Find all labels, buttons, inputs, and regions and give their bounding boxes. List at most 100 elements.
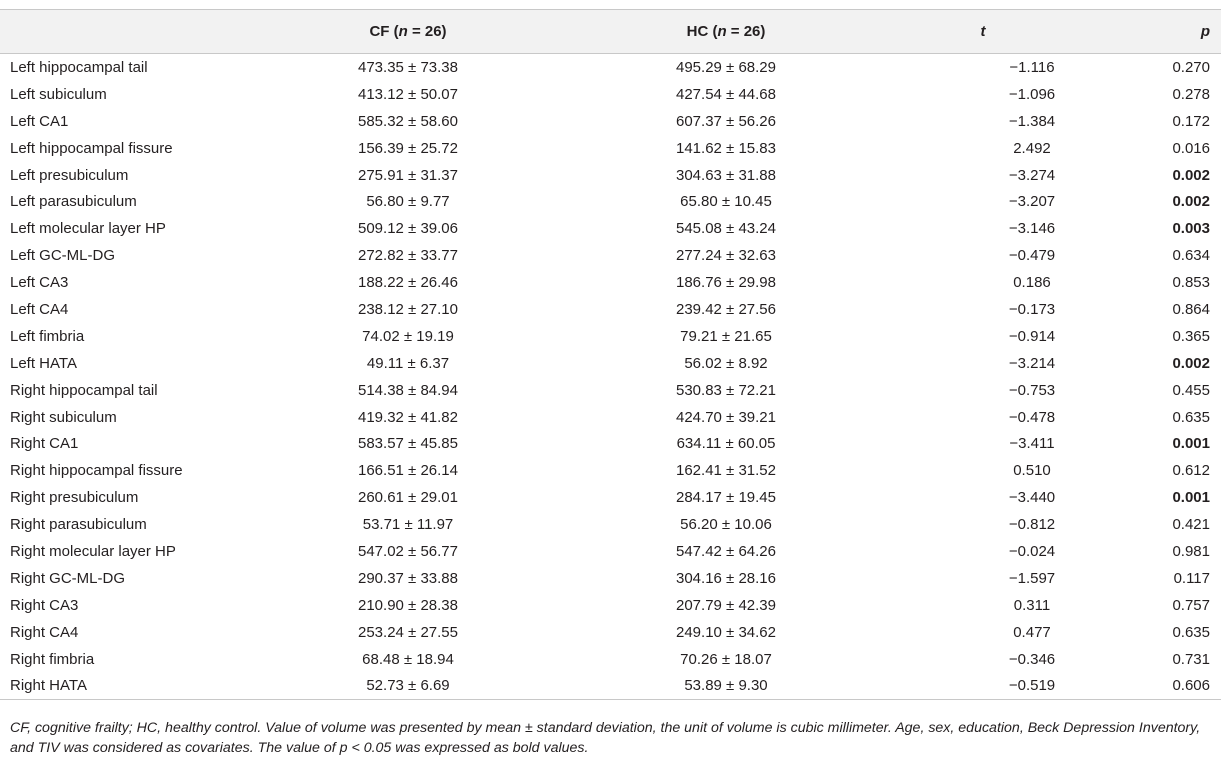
cell-p-value: 0.278 xyxy=(1172,85,1210,103)
cell-hc-value: 65.80 ± 10.45 xyxy=(680,193,772,211)
cell-p-value: 0.002 xyxy=(1172,166,1210,184)
cell-hc-value: 607.37 ± 56.26 xyxy=(676,112,776,130)
cell-t-value: −0.346 xyxy=(1008,650,1056,668)
cell-t-value: −0.024 xyxy=(1008,542,1056,560)
cell-region: Left molecular layer HP xyxy=(10,220,166,238)
cell-cf-value: 68.48 ± 18.94 xyxy=(362,650,454,668)
cell-t-value: −3.411 xyxy=(1009,435,1055,453)
cell-hc-value: 56.20 ± 10.06 xyxy=(680,516,772,534)
cell-region: Left CA3 xyxy=(10,274,69,292)
cell-p-value: 0.421 xyxy=(1172,516,1210,534)
header-region xyxy=(0,9,240,54)
cell-hc-value: 530.83 ± 72.21 xyxy=(676,381,776,399)
table-row: Left subiculum 413.12 ± 50.07 427.54 ± 44.… xyxy=(0,81,1221,108)
cell-region: Right CA1 xyxy=(10,435,79,453)
cell-hc-value: 53.89 ± 9.30 xyxy=(576,672,876,701)
cell-hc-value: 284.17 ± 19.45 xyxy=(676,489,776,507)
header-t: t xyxy=(876,9,1090,54)
table-row: Right hippocampal fissure 166.51 ± 26.14 1… xyxy=(0,457,1221,484)
cell-cf-value: 188.22 ± 26.46 xyxy=(358,274,458,292)
cell-p-value: 0.635 xyxy=(1172,623,1210,641)
cell-region: Left hippocampal fissure xyxy=(10,139,173,157)
cell-p-value: 0.001 xyxy=(1172,489,1210,507)
cell-hc-value: 141.62 ± 15.83 xyxy=(676,139,776,157)
cell-region: Left CA1 xyxy=(10,112,69,130)
cell-t-value: 0.311 xyxy=(1013,596,1051,614)
table-row: Right CA4 253.24 ± 27.55 249.10 ± 34.62 0.4… xyxy=(0,619,1221,646)
cell-t-value: −3.274 xyxy=(1008,166,1056,184)
cell-t-value: −1.384 xyxy=(1008,112,1056,130)
cell-t-value: 0.477 xyxy=(1013,623,1051,641)
header-hc-n: n xyxy=(717,23,727,40)
cell-region: Left parasubiculum xyxy=(10,193,137,211)
cell-hc-value: 70.26 ± 18.07 xyxy=(680,650,772,668)
table-row: Left hippocampal tail 473.35 ± 73.38 495.2… xyxy=(0,54,1221,81)
cell-hc-value: 249.10 ± 34.62 xyxy=(676,623,776,641)
cell-t-value: −1.116 xyxy=(1009,58,1055,76)
cell-hc-value: 427.54 ± 44.68 xyxy=(676,85,776,103)
cell-region: Right HATA xyxy=(0,672,240,701)
cell-cf-value: 419.32 ± 41.82 xyxy=(358,408,458,426)
cell-cf-value: 74.02 ± 19.19 xyxy=(362,327,454,345)
cell-region: Right GC-ML-DG xyxy=(10,569,126,587)
cell-hc-value: 634.11 ± 60.05 xyxy=(676,435,776,453)
cell-cf-value: 53.71 ± 11.97 xyxy=(362,516,454,534)
cell-cf-value: 514.38 ± 84.94 xyxy=(358,381,458,399)
cell-region: Left HATA xyxy=(10,354,77,372)
cell-cf-value: 238.12 ± 27.10 xyxy=(358,300,458,318)
table-body: Left hippocampal tail 473.35 ± 73.38 495.2… xyxy=(0,54,1221,701)
table-row: Left CA4 238.12 ± 27.10 239.42 ± 27.56 −0.1… xyxy=(0,296,1221,323)
cell-p-value: 0.270 xyxy=(1172,58,1210,76)
cell-region: Right molecular layer HP xyxy=(10,542,176,560)
cell-region: Right CA3 xyxy=(10,596,79,614)
cell-region: Right hippocampal fissure xyxy=(10,462,183,480)
cell-cf-value: 583.57 ± 45.85 xyxy=(358,435,458,453)
cell-cf-value: 166.51 ± 26.14 xyxy=(358,462,458,480)
cell-cf-value: 585.32 ± 58.60 xyxy=(358,112,458,130)
header-p: p xyxy=(1090,9,1221,54)
cell-t-value: −0.479 xyxy=(1008,247,1056,265)
cell-t-value: −1.597 xyxy=(1008,569,1056,587)
table-row: Left hippocampal fissure 156.39 ± 25.72 14… xyxy=(0,135,1221,162)
cell-hc-value: 79.21 ± 21.65 xyxy=(680,327,772,345)
table-row: Right CA3 210.90 ± 28.38 207.79 ± 42.39 0.3… xyxy=(0,592,1221,619)
table-row: Right HATA 52.73 ± 6.69 53.89 ± 9.30 −0.519… xyxy=(0,672,1221,701)
cell-region: Left presubiculum xyxy=(10,166,129,184)
cell-hc-value: 277.24 ± 32.63 xyxy=(676,247,776,265)
table-row: Left HATA 49.11 ± 6.37 56.02 ± 8.92 −3.214 0… xyxy=(0,350,1221,377)
cell-p-value: 0.002 xyxy=(1172,354,1210,372)
cell-t-value: −0.753 xyxy=(1008,381,1056,399)
table-row: Left parasubiculum 56.80 ± 9.77 65.80 ± 10… xyxy=(0,188,1221,215)
cell-hc-value: 304.63 ± 31.88 xyxy=(676,166,776,184)
cell-t-value: 2.492 xyxy=(1013,139,1051,157)
cell-hc-value: 495.29 ± 68.29 xyxy=(676,58,776,76)
cell-cf-value: 509.12 ± 39.06 xyxy=(358,220,458,238)
cell-cf-value: 272.82 ± 33.77 xyxy=(358,247,458,265)
table-row: Right molecular layer HP 547.02 ± 56.77 54… xyxy=(0,538,1221,565)
cell-region: Left GC-ML-DG xyxy=(10,247,116,265)
cell-region: Right hippocampal tail xyxy=(10,381,158,399)
cell-p-value: 0.612 xyxy=(1172,462,1210,480)
cell-cf-value: 547.02 ± 56.77 xyxy=(358,542,458,560)
table-row: Right fimbria 68.48 ± 18.94 70.26 ± 18.07 −… xyxy=(0,646,1221,673)
table-row: Right presubiculum 260.61 ± 29.01 284.17 ±… xyxy=(0,484,1221,511)
cell-hc-value: 186.76 ± 29.98 xyxy=(676,274,776,292)
header-hc-suffix: = 26) xyxy=(726,23,766,40)
cell-hc-value: 547.42 ± 64.26 xyxy=(676,542,776,560)
cell-hc-value: 207.79 ± 42.39 xyxy=(676,596,776,614)
cell-cf-value: 210.90 ± 28.38 xyxy=(358,596,458,614)
table-row: Left CA3 188.22 ± 26.46 186.76 ± 29.98 0.18… xyxy=(0,269,1221,296)
cell-p-value: 0.455 xyxy=(1172,381,1210,399)
cell-p-value: 0.981 xyxy=(1172,542,1210,560)
cell-cf-value: 290.37 ± 33.88 xyxy=(358,569,458,587)
table-row: Right subiculum 419.32 ± 41.82 424.70 ± 39… xyxy=(0,404,1221,431)
table-row: Left presubiculum 275.91 ± 31.37 304.63 ± … xyxy=(0,162,1221,189)
cell-hc-value: 545.08 ± 43.24 xyxy=(676,220,776,238)
cell-cf-value: 260.61 ± 29.01 xyxy=(358,489,458,507)
table-row: Left CA1 585.32 ± 58.60 607.37 ± 56.26 −1.3… xyxy=(0,108,1221,135)
cell-region: Right fimbria xyxy=(10,650,95,668)
cell-region: Left subiculum xyxy=(10,85,107,103)
cell-t-value: −0.519 xyxy=(876,672,1090,701)
cell-t-value: −3.146 xyxy=(1008,220,1056,238)
